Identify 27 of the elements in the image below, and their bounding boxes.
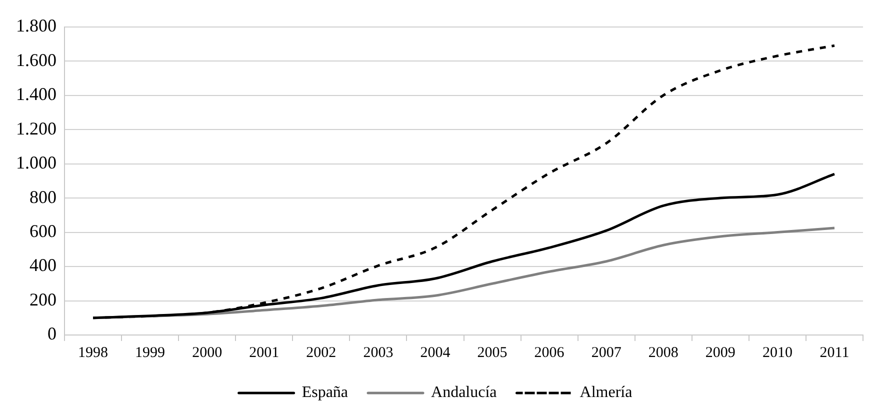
y-tick-label: 1.600 — [16, 50, 56, 70]
x-tick-label: 2008 — [648, 344, 678, 361]
x-tick-label: 1998 — [78, 344, 108, 361]
y-tick-label: 1.800 — [16, 16, 56, 36]
x-tick-label: 2005 — [477, 344, 508, 361]
y-tick-label: 1.400 — [16, 84, 56, 104]
y-tick-label: 1.000 — [16, 152, 56, 173]
y-tick-label: 1.200 — [16, 118, 56, 138]
legend-label: Almería — [580, 384, 632, 402]
x-tick-label: 2011 — [820, 344, 850, 361]
x-tick-label: 2009 — [705, 344, 736, 361]
x-tick-label: 2003 — [363, 344, 394, 361]
y-tick-label: 0 — [48, 324, 56, 344]
x-tick-label: 2000 — [192, 344, 222, 361]
legend-label: España — [302, 384, 348, 402]
legend-label: Andalucía — [431, 384, 497, 402]
x-tick-label: 2010 — [762, 344, 792, 361]
y-tick-label: 400 — [30, 255, 56, 276]
x-tick-label: 1999 — [135, 344, 166, 361]
y-tick-label: 600 — [30, 221, 56, 241]
y-tick-label: 800 — [30, 186, 56, 207]
x-tick-label: 2001 — [249, 344, 280, 361]
x-tick-label: 2007 — [591, 344, 622, 361]
x-tick-label: 2006 — [534, 344, 565, 361]
x-tick-label: 2002 — [306, 344, 336, 361]
x-tick-label: 2004 — [420, 344, 451, 361]
y-tick-label: 200 — [30, 289, 56, 310]
